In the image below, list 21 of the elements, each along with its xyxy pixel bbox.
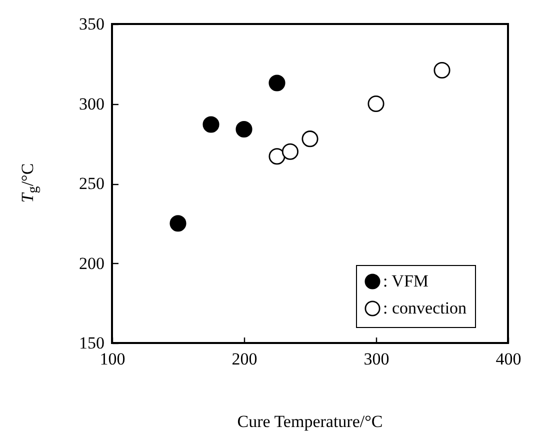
x-tick-label: 200 (232, 350, 258, 368)
point (170, 215, 186, 232)
y-tick-label: 250 (79, 174, 104, 193)
point (236, 121, 252, 138)
x-axis-title: Cure Temperature/°C (237, 412, 383, 431)
y-tick-label: 350 (79, 14, 104, 34)
point (434, 62, 450, 79)
legend-label: : VFM (383, 272, 429, 290)
point (268, 148, 286, 165)
point (268, 74, 286, 92)
y-tick-label: 200 (79, 254, 104, 273)
x-tick-label: 400 (496, 350, 522, 368)
y-tick-label: 300 (79, 94, 104, 114)
point (282, 143, 298, 160)
point (302, 130, 318, 148)
x-tick-label: 100 (100, 350, 126, 368)
x-tick-label: 300 (364, 350, 390, 368)
y-tick-label: 150 (79, 334, 104, 352)
point (202, 116, 220, 133)
legend-label: : convection (383, 298, 468, 318)
point (368, 95, 384, 112)
